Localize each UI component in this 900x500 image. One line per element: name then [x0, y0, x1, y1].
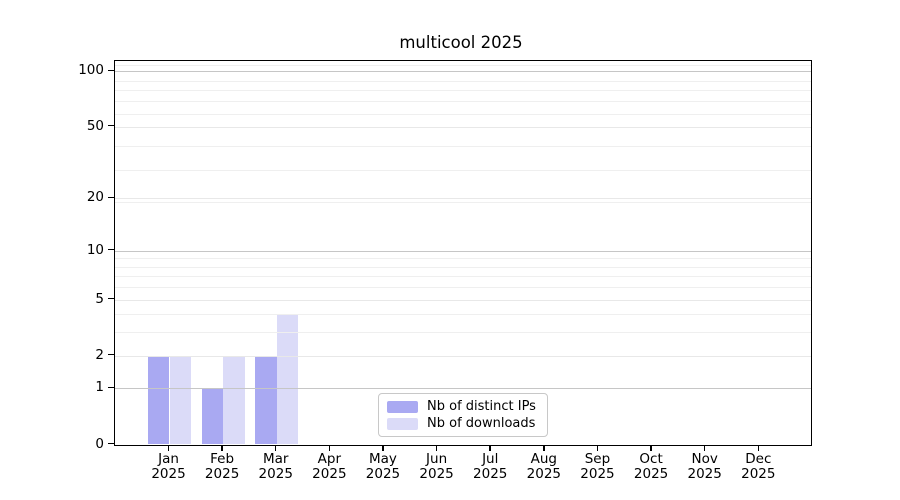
gridline	[114, 355, 811, 357]
x-axis-tick-label: Aug 2025	[526, 451, 561, 482]
x-axis-tick-mark	[489, 445, 491, 451]
y-axis-tick-mark	[107, 386, 114, 389]
legend-swatch-distinct-ips	[387, 400, 418, 413]
gridline	[114, 266, 811, 268]
x-axis-tick-label: Nov 2025	[687, 451, 722, 482]
bar-downloads	[169, 355, 192, 445]
y-axis-tick-mark	[107, 442, 114, 445]
bar-distinct-ips	[147, 355, 170, 445]
x-axis-tick-label: May 2025	[365, 451, 401, 482]
x-axis-tick-label: Oct 2025	[633, 451, 669, 482]
gridline	[114, 287, 811, 289]
x-axis-tick-mark	[703, 445, 706, 451]
gridline	[114, 169, 811, 171]
legend: Nb of distinct IPs Nb of downloads	[378, 393, 548, 437]
gridline	[114, 64, 811, 66]
chart-title: multicool 2025	[399, 33, 523, 52]
gridline	[114, 202, 811, 204]
x-axis-tick-mark	[435, 445, 438, 451]
gridline	[114, 250, 811, 252]
y-axis-tick-mark	[107, 353, 114, 356]
plot-area	[113, 60, 812, 446]
gridline	[114, 101, 811, 103]
x-axis-tick-mark	[543, 445, 545, 451]
y-axis-tick-label: 5	[95, 290, 104, 307]
legend-swatch-downloads	[387, 417, 418, 430]
legend-label-downloads: Nb of downloads	[427, 416, 536, 431]
x-axis-tick-mark	[650, 445, 652, 451]
x-axis-tick-label: Sep 2025	[580, 451, 615, 482]
y-axis-tick-mark	[107, 124, 114, 127]
x-axis-tick-label: Feb 2025	[204, 451, 240, 482]
x-axis-tick-label: Mar 2025	[258, 451, 293, 482]
y-axis-tick-label: 1	[95, 379, 104, 396]
gridline	[114, 198, 811, 200]
x-axis-tick-label: Apr 2025	[312, 451, 347, 482]
y-axis-tick-label: 100	[78, 62, 104, 79]
legend-row-downloads: Nb of downloads	[387, 416, 539, 431]
y-axis-tick-mark	[107, 69, 114, 72]
x-axis-tick-label: Jun 2025	[419, 451, 454, 482]
y-axis-tick-label: 10	[86, 241, 104, 258]
x-axis-tick-mark	[221, 445, 223, 451]
gridline	[114, 90, 811, 92]
legend-label-distinct-ips: Nb of distinct IPs	[427, 399, 536, 414]
gridline	[114, 71, 811, 73]
gridline	[114, 113, 811, 115]
gridline	[114, 258, 811, 260]
y-axis-tick-mark	[107, 248, 114, 251]
y-axis-tick-label: 0	[95, 435, 104, 452]
x-axis-tick-label: Dec 2025	[741, 451, 776, 482]
gridline	[114, 299, 811, 301]
gridline	[114, 314, 811, 316]
legend-row-distinct-ips: Nb of distinct IPs	[387, 399, 539, 414]
bar-distinct-ips	[201, 388, 224, 445]
x-axis-tick-label: Jan 2025	[151, 451, 186, 482]
gridline	[114, 80, 811, 82]
bar-downloads	[276, 314, 299, 445]
x-axis-tick-mark	[274, 445, 277, 451]
y-axis-tick-label: 2	[95, 346, 104, 363]
x-axis-tick-mark	[757, 445, 760, 451]
gridline	[114, 332, 811, 334]
gridline	[114, 388, 811, 390]
y-axis-tick-label: 50	[86, 117, 104, 134]
x-axis-tick-label: Jul 2025	[473, 451, 508, 482]
y-axis-tick-mark	[107, 297, 114, 300]
bar-downloads	[223, 355, 245, 445]
y-axis-tick-label: 20	[86, 189, 104, 206]
gridline	[114, 126, 811, 128]
plot-canvas	[114, 61, 811, 445]
gridline	[114, 146, 811, 148]
x-axis-tick-mark	[382, 445, 384, 451]
bar-distinct-ips	[255, 355, 277, 445]
gridline	[114, 276, 811, 278]
x-axis-tick-mark	[328, 445, 331, 451]
x-axis-tick-mark	[167, 445, 170, 451]
x-axis-tick-mark	[596, 445, 599, 451]
y-axis-tick-mark	[107, 196, 114, 199]
